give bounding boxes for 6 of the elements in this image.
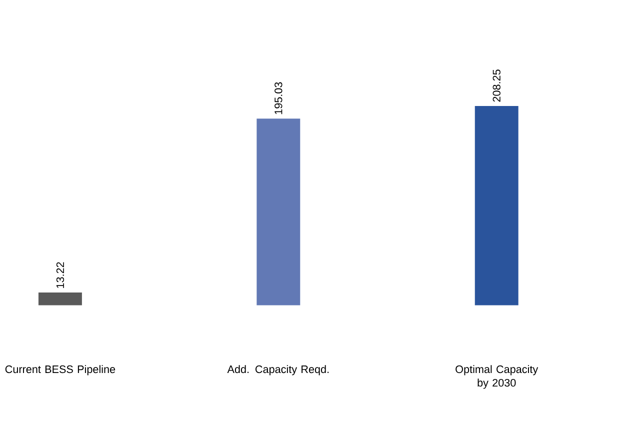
data-label: 208.25 bbox=[492, 70, 500, 102]
x-tick-label: Optimal Capacity by 2030 bbox=[456, 365, 538, 389]
x-tick-label: Add. Capacity Reqd. bbox=[227, 365, 329, 376]
x-tick-label: Current BESS Pipeline bbox=[5, 365, 116, 376]
data-label: 195.03 bbox=[274, 82, 282, 114]
data-label: 13.22 bbox=[56, 262, 64, 288]
